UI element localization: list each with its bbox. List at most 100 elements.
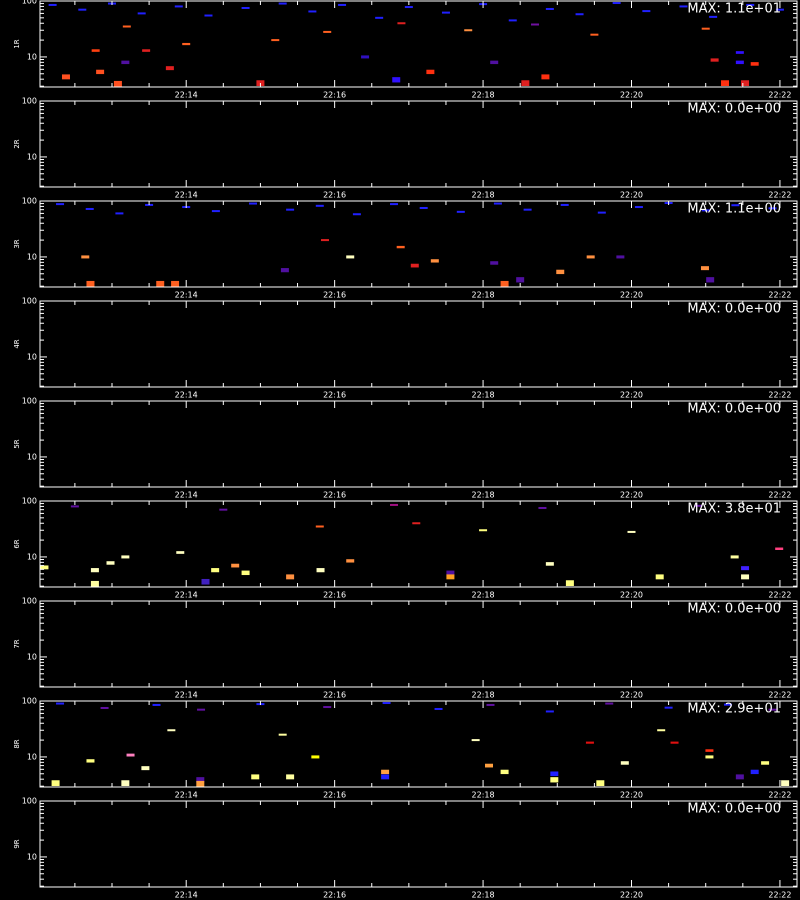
- data-cell: [115, 212, 124, 215]
- x-tick-label: 22:16: [323, 291, 346, 300]
- data-cell: [560, 203, 569, 206]
- data-cell: [590, 33, 599, 36]
- data-cell: [441, 11, 450, 14]
- y-axis-label: 2R: [13, 139, 21, 148]
- data-cell: [419, 206, 428, 209]
- x-tick-label: 22:22: [768, 491, 791, 500]
- data-cell: [575, 13, 584, 16]
- data-cell: [706, 277, 715, 283]
- data-cell: [694, 504, 703, 507]
- data-cell: [96, 69, 105, 75]
- data-cell: [586, 255, 595, 259]
- data-cell: [434, 707, 443, 710]
- data-cell: [750, 769, 759, 775]
- data-cell: [550, 771, 559, 777]
- data-cell: [152, 703, 161, 706]
- data-cell: [197, 708, 206, 711]
- x-tick-label: 22:22: [768, 591, 791, 600]
- data-cell: [141, 766, 150, 771]
- data-cell: [70, 505, 79, 508]
- plot-frame: [39, 500, 798, 588]
- data-cell: [323, 30, 332, 33]
- data-cell: [620, 761, 629, 765]
- data-cell: [493, 202, 502, 205]
- data-cell: [500, 280, 509, 287]
- data-cell: [723, 703, 732, 706]
- data-cell: [121, 555, 130, 559]
- x-tick-label: 22:18: [472, 291, 495, 300]
- y-axis-label: 5R: [13, 439, 21, 448]
- data-cell: [616, 255, 625, 259]
- data-cell: [338, 3, 347, 6]
- x-tick-label: 22:16: [323, 591, 346, 600]
- y-tick-label: 10: [27, 252, 37, 261]
- x-tick-label: 22:22: [768, 391, 791, 400]
- data-cell: [545, 710, 554, 713]
- x-tick-label: 22:16: [323, 691, 346, 700]
- data-cell: [241, 570, 250, 576]
- data-cell: [382, 702, 391, 705]
- data-cell: [531, 23, 540, 26]
- max-annotation: MAX: 2.9e+01: [687, 702, 781, 717]
- x-tick-label: 22:14: [175, 291, 198, 300]
- x-tick-label: 22:20: [620, 791, 643, 800]
- x-tick-label: 22:20: [620, 891, 643, 900]
- data-cell: [320, 239, 329, 242]
- data-cell: [781, 780, 790, 787]
- data-cell: [538, 506, 547, 509]
- data-cell: [731, 204, 740, 207]
- data-cell: [308, 10, 317, 13]
- data-cell: [642, 10, 651, 13]
- data-cell: [471, 739, 480, 742]
- x-tick-label: 22:20: [620, 291, 643, 300]
- data-cell: [51, 780, 60, 787]
- data-cell: [91, 49, 100, 52]
- data-cell: [167, 729, 176, 732]
- data-cell: [426, 69, 435, 75]
- plot-frame: [39, 400, 798, 488]
- data-cell: [346, 255, 355, 259]
- x-tick-label: 22:18: [472, 591, 495, 600]
- y-tick-label: 10: [27, 852, 37, 861]
- data-cell: [137, 12, 146, 15]
- y-tick-label: 100: [22, 797, 37, 806]
- data-cell: [627, 530, 636, 533]
- x-tick-label: 22:22: [768, 791, 791, 800]
- data-cell: [56, 702, 65, 705]
- x-tick-label: 22:20: [620, 691, 643, 700]
- data-cell: [775, 8, 784, 11]
- data-cell: [85, 207, 94, 210]
- data-cell: [271, 39, 280, 42]
- y-axis-label: 6R: [13, 539, 21, 548]
- data-cell: [500, 769, 509, 775]
- data-cell: [211, 210, 220, 213]
- y-tick-label: 100: [22, 97, 37, 106]
- data-cell: [315, 525, 324, 528]
- data-cell: [323, 706, 332, 709]
- data-cell: [701, 209, 710, 212]
- data-cell: [90, 580, 99, 587]
- data-cell: [278, 733, 287, 736]
- data-cell: [775, 547, 784, 550]
- max-annotation: MAX: 0.0e+00: [687, 802, 781, 817]
- data-cell: [100, 706, 109, 709]
- data-cell: [516, 277, 525, 283]
- data-cell: [86, 280, 95, 287]
- y-tick-label: 100: [22, 297, 37, 306]
- data-cell: [670, 741, 679, 744]
- y-tick-label: 100: [22, 597, 37, 606]
- data-cell: [735, 51, 744, 54]
- data-cell: [710, 58, 719, 62]
- data-cell: [679, 5, 688, 8]
- data-cell: [390, 203, 399, 206]
- data-cell: [446, 574, 455, 580]
- x-tick-label: 22:16: [323, 91, 346, 100]
- data-cell: [56, 203, 65, 206]
- data-cell: [122, 25, 131, 28]
- y-axis-label: 9R: [13, 839, 21, 848]
- x-tick-label: 22:22: [768, 291, 791, 300]
- data-cell: [248, 202, 257, 205]
- data-cell: [375, 16, 384, 19]
- x-tick-label: 22:14: [175, 91, 198, 100]
